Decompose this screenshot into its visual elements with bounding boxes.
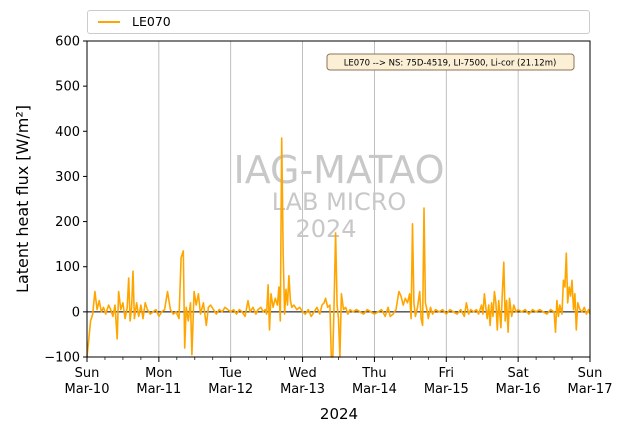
x-tick-label-day: Thu <box>361 366 386 381</box>
y-tick-label: 100 <box>55 260 80 275</box>
legend: LE070 <box>87 10 590 34</box>
annotation-text: LE070 --> NS: 75D-4519, LI-7500, Li-cor … <box>344 59 557 69</box>
x-tick-label-date: Mar-12 <box>208 382 253 397</box>
x-tick-label-date: Mar-16 <box>496 382 541 397</box>
x-tick-label-date: Mar-13 <box>280 382 325 397</box>
x-tick-label-date: Mar-11 <box>136 382 181 397</box>
x-axis-label: 2024 <box>320 405 358 423</box>
x-tick-label-day: Sat <box>507 366 528 381</box>
watermark: IAG-MATAO LAB MICRO 2024 <box>233 148 444 243</box>
series-line-le070 <box>86 137 591 358</box>
x-axis: SunMar-10MonMar-11TueMar-12WedMar-13ThuM… <box>65 357 613 397</box>
x-tick-label-date: Mar-14 <box>352 382 397 397</box>
y-tick-label: −100 <box>44 351 80 366</box>
y-tick-label: 200 <box>55 215 80 230</box>
x-tick-label-day: Sun <box>75 366 100 381</box>
x-tick-label-date: Mar-15 <box>424 382 469 397</box>
legend-label-le070: LE070 <box>132 14 171 29</box>
y-tick-label: 600 <box>55 35 80 50</box>
watermark-line-1: IAG-MATAO <box>233 148 444 192</box>
x-tick-label-day: Tue <box>219 366 242 381</box>
grid <box>158 41 519 357</box>
y-tick-label: 300 <box>55 170 80 185</box>
legend-swatch-le070 <box>98 21 120 23</box>
x-tick-label-day: Wed <box>288 366 316 381</box>
x-tick-label-day: Sun <box>578 366 603 381</box>
watermark-line-3: 2024 <box>295 215 356 243</box>
x-tick-label-date: Mar-17 <box>568 382 613 397</box>
annotation-box: LE070 --> NS: 75D-4519, LI-7500, Li-cor … <box>326 53 575 71</box>
y-axis-label: Latent heat flux [W/m²] <box>13 105 32 293</box>
y-tick-label: 500 <box>55 80 80 95</box>
y-tick-label: 400 <box>55 125 80 140</box>
x-tick-label-day: Fri <box>439 366 455 381</box>
y-axis: −100 0 100 200 300 400 500 600 <box>44 35 87 366</box>
y-tick-label: 0 <box>72 305 80 320</box>
x-tick-label-day: Mon <box>145 366 172 381</box>
watermark-line-2: LAB MICRO <box>272 188 407 216</box>
x-tick-label-date: Mar-10 <box>65 382 110 397</box>
